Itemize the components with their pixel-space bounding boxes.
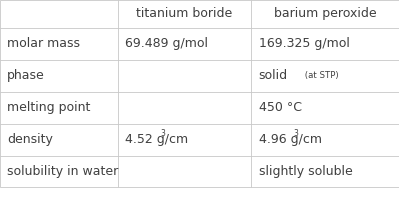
Text: (at STP): (at STP) bbox=[302, 71, 338, 80]
Text: phase: phase bbox=[7, 69, 45, 82]
Text: solubility in water: solubility in water bbox=[7, 165, 119, 178]
Text: 4.96 g/cm: 4.96 g/cm bbox=[259, 133, 322, 146]
Text: titanium boride: titanium boride bbox=[136, 7, 233, 20]
Text: 450 °C: 450 °C bbox=[259, 101, 302, 114]
Text: molar mass: molar mass bbox=[7, 37, 80, 50]
Text: solid: solid bbox=[259, 69, 288, 82]
Text: melting point: melting point bbox=[7, 101, 91, 114]
Text: 69.489 g/mol: 69.489 g/mol bbox=[125, 37, 208, 50]
Text: 3: 3 bbox=[160, 129, 165, 138]
Text: density: density bbox=[7, 133, 53, 146]
Text: barium peroxide: barium peroxide bbox=[274, 7, 377, 20]
Text: 169.325 g/mol: 169.325 g/mol bbox=[259, 37, 350, 50]
Text: slightly soluble: slightly soluble bbox=[259, 165, 352, 178]
Text: 4.52 g/cm: 4.52 g/cm bbox=[125, 133, 188, 146]
Text: 3: 3 bbox=[294, 129, 298, 138]
